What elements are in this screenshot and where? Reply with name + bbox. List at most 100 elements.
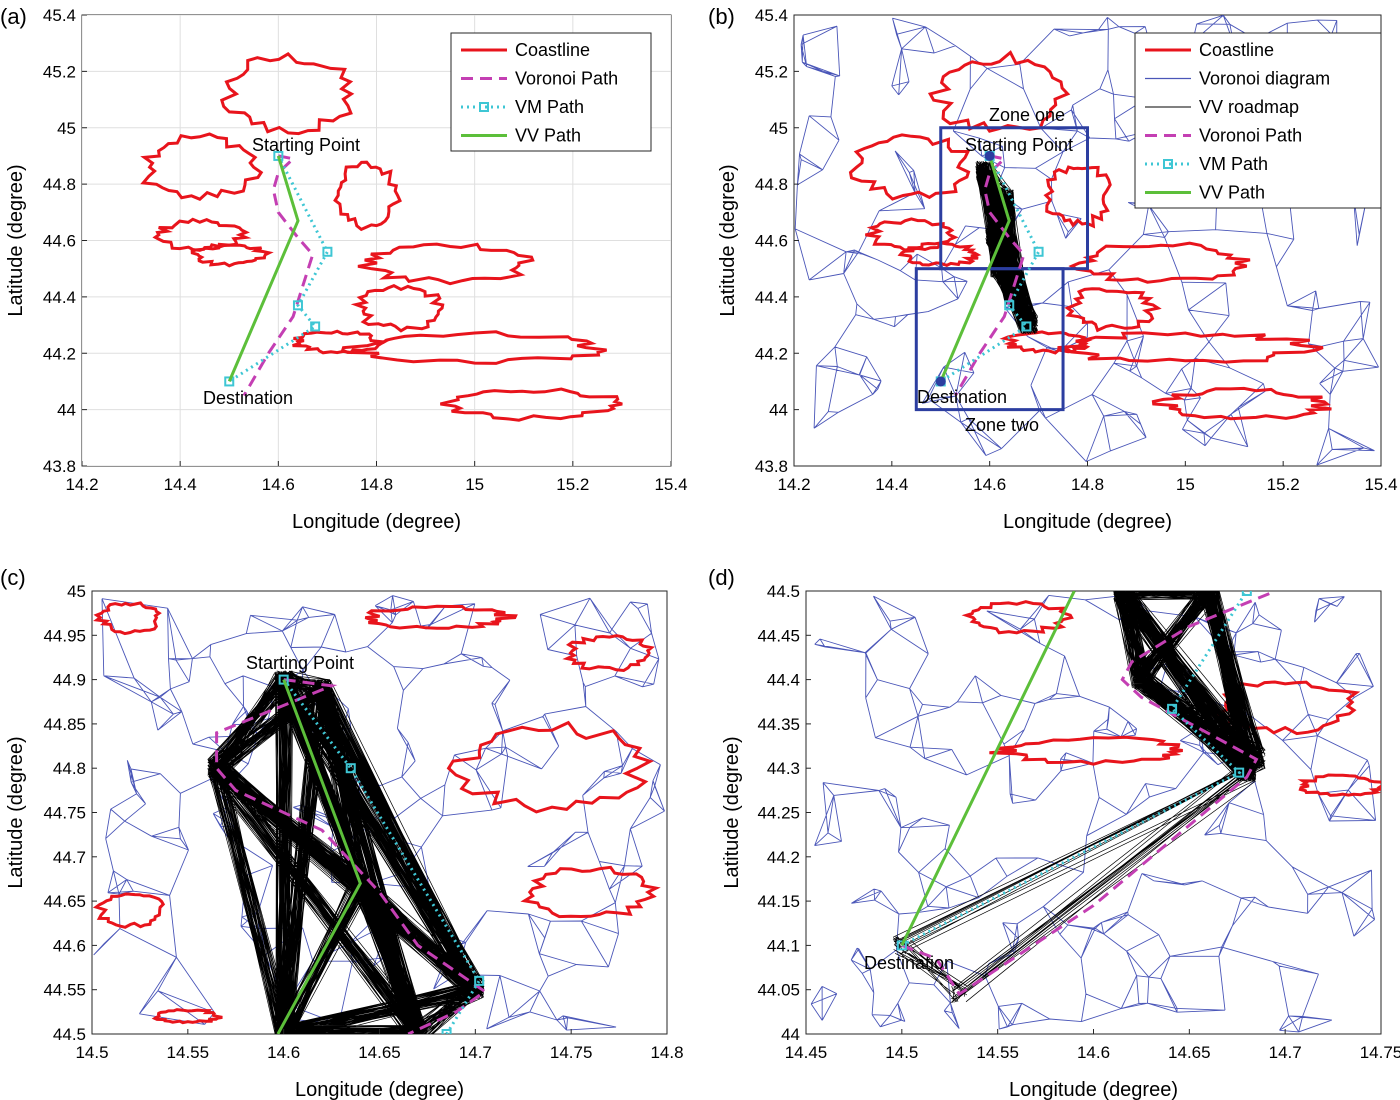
legend-marker [479, 102, 489, 112]
y-tick-label: 44.4 [755, 288, 788, 307]
series-vv-path [227, 155, 300, 382]
y-tick-label: 44.95 [43, 626, 86, 645]
y-axis-label: Latitude (degree) [721, 736, 743, 888]
series-vv-path [276, 679, 362, 1034]
legend-entry-vv-roadmap: VV roadmap [1199, 97, 1299, 117]
y-tick-label: 45.4 [755, 6, 788, 25]
y-axis-label: Latitude (degree) [5, 736, 27, 888]
x-tick-label: 14.7 [1269, 1043, 1302, 1062]
annotation-starting-point: Starting Point [246, 653, 354, 673]
panel-b-legend: Coastline Voronoi diagram VV roadmap Vorono… [1134, 32, 1382, 209]
x-tick-label: 14.6 [267, 1043, 300, 1062]
legend-entry-vm-path: VM Path [1199, 154, 1268, 174]
vm-path-marker [322, 246, 333, 257]
coastline-segment [562, 634, 655, 673]
x-tick-label: 14.55 [167, 1043, 210, 1062]
voronoi-diagram [810, 593, 1377, 1033]
panel-a-legend: Coastline Voronoi Path VM Path VV Path [450, 32, 652, 152]
y-tick-label: 44 [781, 1025, 800, 1044]
y-tick-label: 44.15 [757, 892, 800, 911]
coastline-segment [1210, 680, 1361, 736]
vm-path-marker [1021, 321, 1032, 332]
panel-a-plot-area [82, 15, 671, 466]
coastline-segment [1057, 331, 1324, 364]
x-tick-label: 14.5 [75, 1043, 108, 1062]
panel-d: 14.45 14.5 14.55 14.6 14.65 14.7 14.75 44 44.05 4… [708, 565, 1400, 1100]
vm-path-marker [345, 763, 356, 774]
x-tick-label: 14.65 [1168, 1043, 1211, 1062]
vm-path-marker [441, 1029, 452, 1034]
x-tick-label: 15 [1176, 475, 1195, 494]
panel-a: 14.2 14.4 14.6 14.8 15 15.2 15.4 43.8 44 44.2 44.4… [0, 4, 688, 533]
y-tick-label: 44.6 [53, 936, 86, 955]
y-tick-label: 44.7 [53, 848, 86, 867]
annotation-destination: Destination [864, 953, 954, 973]
vm-path-marker [896, 940, 907, 951]
y-tick-label: 44.45 [757, 626, 800, 645]
y-tick-label: 45 [67, 582, 86, 601]
coastline-segment [93, 601, 162, 636]
y-tick-label: 44.05 [757, 981, 800, 1000]
y-tick-label: 45.2 [755, 62, 788, 81]
vm-path-marker [1167, 703, 1178, 714]
annotation-zone-two: Zone two [965, 415, 1039, 435]
y-tick-label: 44.6 [43, 232, 76, 251]
y-tick-label: 44.85 [43, 715, 86, 734]
y-tick-label: 44.8 [755, 175, 788, 194]
vm-path-marker [224, 376, 235, 387]
series-vv-path [939, 155, 1011, 382]
legend-entry-voronoi-path: Voronoi Path [515, 69, 618, 89]
vm-path-marker [1004, 300, 1015, 311]
y-tick-label: 44.8 [53, 759, 86, 778]
panel-d-axes [805, 590, 1382, 1035]
vm-path-marker [310, 321, 321, 332]
legend-entry-coastline: Coastline [515, 40, 590, 60]
x-axis-label: Longitude (degree) [1003, 511, 1172, 533]
x-tick-label: 14.65 [358, 1043, 401, 1062]
series-vm-path [228, 155, 330, 383]
x-tick-label: 15.2 [556, 475, 589, 494]
series-voronoi-path [242, 154, 315, 397]
coastline-segment [140, 132, 264, 201]
y-tick-label: 44.3 [767, 759, 800, 778]
legend-entry-vv-path: VV Path [1199, 183, 1265, 203]
series-vm-path [939, 155, 1041, 383]
panel-tag: (d) [708, 565, 735, 590]
coastline-segment [961, 600, 1074, 635]
coastline-segment [333, 160, 402, 232]
x-tick-label: 14.75 [550, 1043, 593, 1062]
y-tick-label: 44.5 [767, 582, 800, 601]
series-voronoi-path [954, 154, 1026, 397]
coastline-segment [190, 243, 274, 268]
x-tick-label: 14.8 [1071, 475, 1104, 494]
legend-entry-voronoi-path: Voronoi Path [1199, 126, 1302, 146]
legend-box [450, 32, 652, 152]
series-voronoi-path [215, 678, 488, 1034]
x-axis-label: Longitude (degree) [1009, 1079, 1178, 1100]
coastline-segment [292, 329, 389, 355]
y-tick-label: 44.55 [43, 981, 86, 1000]
x-tick-label: 15.4 [1364, 475, 1397, 494]
annotation-starting-point: Starting Point [965, 135, 1073, 155]
y-tick-label: 44.2 [755, 344, 788, 363]
y-tick-label: 43.8 [43, 457, 76, 476]
y-tick-label: 43.8 [755, 457, 788, 476]
coastline-segment [520, 865, 661, 919]
y-tick-label: 44.9 [53, 671, 86, 690]
panel-b-plot-area [794, 15, 1379, 466]
x-tick-label: 14.6 [973, 475, 1006, 494]
x-tick-label: 14.75 [1360, 1043, 1400, 1062]
vm-path-marker [292, 300, 303, 311]
panel-d-plot-area [810, 591, 1381, 1033]
panel-tag: (c) [0, 565, 26, 590]
coastline-segment [357, 242, 535, 286]
coastline-segment [1064, 287, 1162, 333]
panel-tag: (b) [708, 4, 735, 29]
y-tick-label: 44.4 [43, 288, 76, 307]
coastline-segment [999, 330, 1093, 355]
y-axis-label: Latitude (degree) [5, 164, 27, 316]
destination-marker [935, 376, 946, 387]
legend-entry-vm-path: VM Path [515, 97, 584, 117]
vv-roadmap [892, 763, 1256, 1004]
x-tick-label: 14.45 [785, 1043, 828, 1062]
